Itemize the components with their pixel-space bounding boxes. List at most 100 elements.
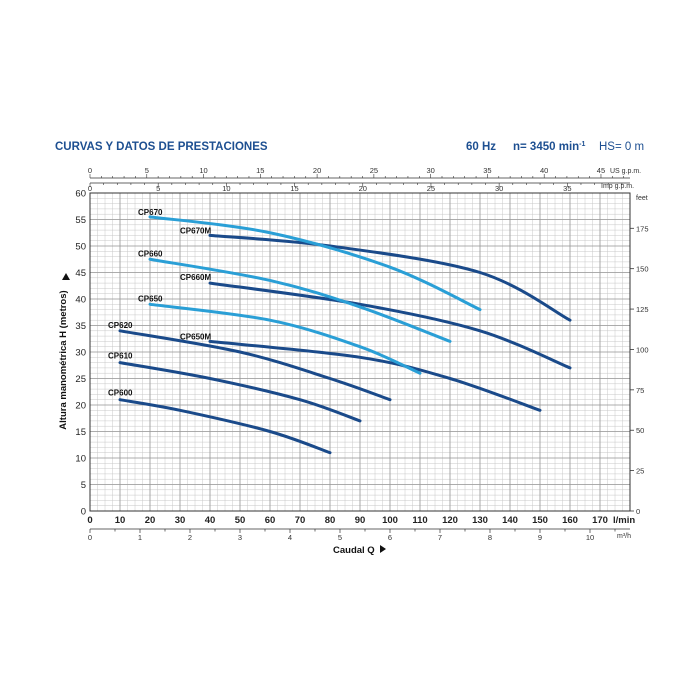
- y-tick-label: 40: [75, 295, 86, 306]
- speed-label-exponent: -1: [579, 141, 585, 148]
- m3h-tick-label: 7: [438, 533, 442, 542]
- y-tick-label: 50: [75, 242, 86, 253]
- feet-tick-label: 0: [636, 507, 640, 516]
- y-tick-label: 55: [75, 215, 86, 226]
- curve-cp660: [148, 257, 452, 343]
- impgpm-tick-label: 10: [222, 184, 230, 193]
- curve-cp600: [118, 398, 332, 455]
- x-axis-title-group: Caudal Q: [333, 545, 386, 556]
- x-tick-label: 80: [325, 515, 336, 526]
- curve-cp660m: [208, 281, 572, 370]
- x-tick-label: 10: [115, 515, 126, 526]
- x-tick-label: 150: [532, 515, 548, 526]
- feet-tick-label: 75: [636, 386, 644, 395]
- feet-tick-label: 50: [636, 426, 644, 435]
- bottom-axes: 0 10 20 30 40 50 60 70 80 90 100 110 120 130 140 150 160…: [87, 515, 630, 542]
- m3h-tick-label: 3: [238, 533, 242, 542]
- curve-label-cp670: CP670: [138, 208, 163, 217]
- curve-label-cp660: CP660: [138, 249, 163, 258]
- plot-frame: [89, 192, 631, 512]
- y-tick-label: 30: [75, 348, 86, 359]
- curve-cp670m: [208, 233, 572, 322]
- usgpm-tick-label: 10: [199, 166, 207, 175]
- curve-label-cp660m: CP660M: [180, 273, 211, 282]
- frequency-label: 60 Hz: [466, 141, 496, 153]
- x-tick-label: 110: [412, 515, 427, 526]
- curve-cp650: [148, 302, 422, 375]
- x-tick-label: 0: [87, 515, 92, 526]
- x-tick-label: 170: [592, 515, 608, 526]
- m3h-tick-label: 8: [488, 533, 492, 542]
- y-axis-right: 0 25 50 75 100 125 150 175: [630, 224, 649, 516]
- m3h-tick-label: 4: [288, 533, 292, 542]
- impgpm-tick-label: 15: [290, 184, 298, 193]
- m3h-tick-label: 9: [538, 533, 542, 542]
- feet-tick-label: 175: [636, 224, 649, 233]
- x-unit-top1: US g.p.m.: [610, 168, 641, 175]
- y-tick-label: 5: [81, 480, 86, 491]
- feet-tick-label: 150: [636, 265, 649, 274]
- x-tick-label: 130: [472, 515, 488, 526]
- m3h-tick-label: 2: [188, 533, 192, 542]
- y-unit-right: feet: [636, 195, 648, 202]
- y-tick-label: 0: [81, 507, 86, 518]
- y-tick-label: 20: [75, 401, 86, 412]
- impgpm-tick-label: 5: [156, 184, 160, 193]
- usgpm-tick-label: 20: [313, 166, 321, 175]
- usgpm-tick-label: 15: [256, 166, 264, 175]
- m3h-tick-label: 5: [338, 533, 342, 542]
- m3h-tick-label: 6: [388, 533, 392, 542]
- curve-label-cp650m: CP650M: [180, 332, 211, 341]
- feet-tick-label: 100: [636, 345, 649, 354]
- feet-tick-label: 25: [636, 467, 644, 476]
- y-axis-left: 0 5 10 15 20 25 30 35 40 45 50 55 60: [75, 189, 86, 518]
- x-axis-arrow-icon: [380, 545, 386, 553]
- usgpm-tick-label: 40: [540, 166, 548, 175]
- impgpm-tick-label: 20: [359, 184, 367, 193]
- usgpm-tick-label: 5: [145, 166, 149, 175]
- impgpm-tick-label: 30: [495, 184, 503, 193]
- curve-label-cp670m: CP670M: [180, 226, 211, 235]
- m3h-tick-label: 1: [138, 533, 142, 542]
- curve-label-cp610: CP610: [108, 352, 133, 361]
- y-axis-title-group: Altura manométrica H (metros): [58, 290, 69, 429]
- usgpm-tick-label: 0: [88, 166, 92, 175]
- x-tick-label: 140: [502, 515, 518, 526]
- feet-tick-label: 125: [636, 305, 649, 314]
- impgpm-tick-label: 35: [563, 184, 571, 193]
- curve-labels: CP670M CP660M CP650M CP620 CP610 CP600 CP670 CP…: [108, 208, 211, 398]
- x-tick-label: 50: [235, 515, 246, 526]
- y-tick-label: 35: [75, 321, 86, 332]
- impgpm-tick-label: 0: [88, 184, 92, 193]
- curve-cp650m: [208, 339, 542, 412]
- x-tick-label: 60: [265, 515, 276, 526]
- curve-label-cp620: CP620: [108, 321, 133, 330]
- usgpm-tick-label: 25: [370, 166, 378, 175]
- y-axis-title: Altura manométrica H (metros): [58, 290, 69, 429]
- hs-label: HS= 0 m: [599, 141, 644, 153]
- chart-title: CURVAS Y DATOS DE PRESTACIONES: [55, 141, 268, 153]
- x-tick-label: 20: [145, 515, 156, 526]
- y-tick-label: 60: [75, 189, 86, 200]
- x-tick-label: 40: [205, 515, 216, 526]
- y-tick-label: 10: [75, 454, 86, 465]
- curve-cp610: [118, 361, 362, 423]
- y-tick-label: 45: [75, 268, 86, 279]
- impgpm-tick-label: 25: [427, 184, 435, 193]
- x-tick-label: 90: [355, 515, 366, 526]
- y-tick-label: 15: [75, 427, 86, 438]
- curve-cp620: [118, 329, 392, 402]
- speed-label-main: n= 3450 min: [513, 141, 579, 153]
- usgpm-tick-label: 30: [426, 166, 434, 175]
- curve-label-cp650: CP650: [138, 294, 163, 303]
- x-axis-title: Caudal Q: [333, 545, 375, 556]
- x-unit-top2: Imp g.p.m.: [601, 183, 634, 190]
- top-axes: 0 5 10 15 20 25 30 35 40 450 5 10 15 20 25 30 35: [88, 166, 630, 193]
- x-unit-bottom2: m³/h: [617, 533, 631, 540]
- x-tick-label: 100: [382, 515, 398, 526]
- x-tick-label: 30: [175, 515, 186, 526]
- x-unit-bottom: l/min: [613, 515, 635, 526]
- curve-cp670: [148, 215, 482, 312]
- y-axis-arrow-icon: [62, 273, 70, 280]
